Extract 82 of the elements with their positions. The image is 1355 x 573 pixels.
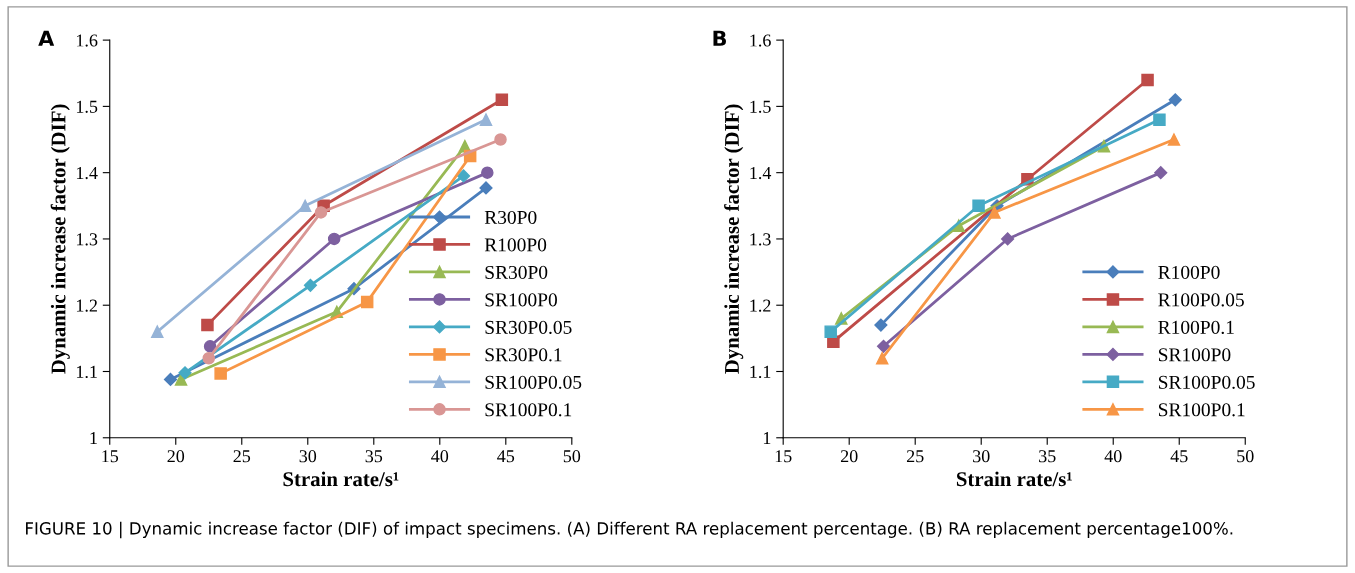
- point: [876, 339, 891, 353]
- point: [314, 206, 328, 219]
- legend-label: R100P0: [1158, 265, 1220, 279]
- point: [1141, 73, 1154, 87]
- x-tick-label: 40: [1104, 450, 1122, 463]
- legend-label: R100P0.1: [1158, 320, 1234, 334]
- x-tick-label: 40: [431, 450, 449, 463]
- point: [875, 351, 889, 365]
- point: [495, 93, 509, 107]
- point: [479, 113, 493, 126]
- y-tick-label: 1.4: [750, 167, 772, 180]
- x-tick-label: 35: [365, 450, 383, 463]
- chart-title: B: [713, 30, 726, 46]
- point: [456, 169, 471, 183]
- legend-label: SR100P0: [1158, 348, 1231, 362]
- x-tick-label: 20: [840, 450, 858, 463]
- x-tick-label: 30: [973, 450, 990, 463]
- y-tick-label: 1.4: [76, 167, 98, 180]
- point: [481, 166, 494, 179]
- point: [1154, 166, 1168, 180]
- legend-label: R100P0: [484, 238, 547, 252]
- point: [479, 181, 493, 195]
- point: [303, 278, 318, 292]
- point: [874, 318, 888, 332]
- point: [203, 340, 217, 353]
- x-tick-label: 25: [233, 450, 251, 463]
- x-tick-label: 45: [497, 450, 515, 463]
- x-tick-label: 35: [1039, 450, 1056, 463]
- point: [1153, 113, 1166, 126]
- y-axis-title: Dynamic increase factor (DIF): [724, 104, 744, 374]
- y-tick-label: 1.5: [750, 100, 771, 113]
- point: [327, 232, 341, 246]
- y-tick-label: 1.3: [76, 233, 98, 246]
- y-tick-label: 1: [763, 432, 771, 445]
- y-tick-label: 1.2: [76, 299, 97, 312]
- point: [214, 367, 227, 380]
- point: [151, 325, 164, 338]
- y-tick-label: 1.1: [750, 365, 771, 379]
- point: [202, 351, 216, 365]
- legend-label: SR100P0: [485, 293, 557, 307]
- x-tick-label: 25: [906, 450, 924, 463]
- point: [360, 295, 374, 309]
- x-axis-title: Strain rate/s¹: [283, 471, 399, 487]
- point: [1167, 133, 1181, 146]
- chart-title: A: [38, 30, 55, 46]
- legend-label: R100P0.05: [1158, 293, 1244, 307]
- legend-label: SR100P0.1: [485, 403, 572, 417]
- x-tick-label: 45: [1170, 450, 1188, 463]
- x-axis-title: Strain rate/s¹: [956, 471, 1072, 487]
- legend-label: SR100P0.05: [485, 375, 582, 389]
- point: [201, 318, 214, 332]
- y-tick-label: 1.1: [76, 365, 97, 379]
- y-tick-label: 1.6: [76, 34, 98, 47]
- x-tick-label: 20: [167, 450, 185, 463]
- y-tick-label: 1.2: [750, 299, 771, 312]
- x-tick-label: 50: [563, 450, 581, 463]
- point: [174, 373, 188, 386]
- point: [494, 133, 507, 146]
- point: [824, 325, 837, 338]
- legend-label: SR30P0.1: [485, 348, 562, 362]
- legend-label: SR100P0.1: [1158, 403, 1245, 417]
- point: [298, 199, 312, 213]
- legend-label: SR30P0: [485, 265, 548, 279]
- y-tick-label: 1.3: [750, 233, 771, 246]
- legend-label: SR30P0.05: [485, 320, 572, 334]
- y-axis-title: Dynamic increase factor (DIF): [50, 104, 70, 374]
- x-tick-label: 15: [102, 450, 119, 463]
- point: [988, 206, 1001, 219]
- point: [178, 366, 192, 380]
- x-tick-label: 15: [775, 450, 792, 463]
- y-tick-label: 1: [90, 432, 97, 445]
- legend-label: SR100P0.05: [1158, 375, 1255, 389]
- y-tick-label: 1.5: [76, 100, 98, 113]
- x-tick-label: 30: [299, 450, 317, 463]
- x-tick-label: 50: [1237, 450, 1254, 463]
- y-tick-label: 1.6: [750, 34, 771, 47]
- legend-label: R30P0: [484, 210, 537, 224]
- point: [1168, 93, 1182, 107]
- point: [1001, 232, 1015, 246]
- point: [163, 372, 178, 387]
- point: [972, 199, 985, 213]
- caption: FIGURE 10 | Dynamic increase factor (DIF) of impact specimens. (A) Different RA replacement percentage. (B) RA replacement percentage100%.: [26, 521, 1233, 539]
